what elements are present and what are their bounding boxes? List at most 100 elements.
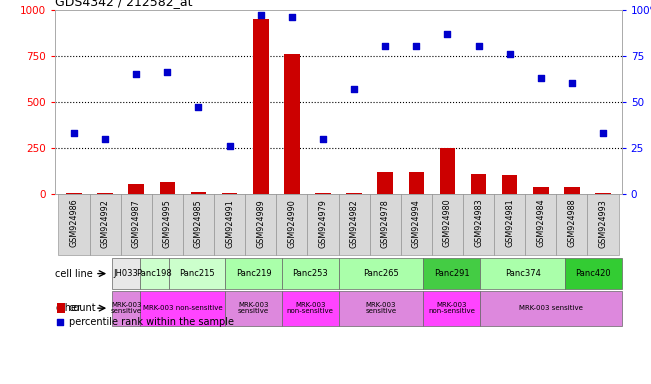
Point [286,14,297,20]
Text: Panc420: Panc420 [575,269,611,278]
Bar [315,193,331,194]
Text: Panc374: Panc374 [505,269,540,278]
Point [193,104,204,110]
Bar [423,291,480,326]
Text: other: other [55,303,81,313]
Text: GSM924987: GSM924987 [132,199,141,248]
Text: Panc215: Panc215 [179,269,215,278]
Bar [284,54,299,194]
Bar [339,194,370,255]
Bar [307,194,339,255]
Bar [225,258,282,289]
Bar [378,172,393,194]
Text: JH033: JH033 [114,269,139,278]
Point [411,43,422,50]
Text: GSM924978: GSM924978 [381,199,390,248]
Text: percentile rank within the sample: percentile rank within the sample [69,317,234,327]
Point [380,43,391,50]
Bar [98,193,113,194]
Point [131,71,141,77]
Text: MRK-003
non-sensitive: MRK-003 non-sensitive [286,302,334,314]
Bar [282,291,339,326]
Bar [409,172,424,194]
Bar [480,291,622,326]
Text: GSM924983: GSM924983 [474,199,483,247]
Text: MRK-003
sensitive: MRK-003 sensitive [238,302,269,314]
Bar [225,291,282,326]
Text: GSM924991: GSM924991 [225,199,234,248]
Point [505,51,515,57]
Bar [480,258,565,289]
Point [100,136,110,142]
Point [536,75,546,81]
Point [225,143,235,149]
Text: GSM924989: GSM924989 [256,199,265,248]
Bar [245,194,276,255]
Bar [66,193,82,194]
Text: MRK-003 sensitive: MRK-003 sensitive [519,305,583,311]
Point [162,69,173,75]
Bar [159,182,175,194]
Bar [423,258,480,289]
Text: GDS4342 / 212582_at: GDS4342 / 212582_at [55,0,193,8]
Text: Panc253: Panc253 [292,269,328,278]
Bar [339,291,423,326]
Bar [339,258,423,289]
Bar [59,194,90,255]
Text: Panc198: Panc198 [137,269,173,278]
Bar [346,193,362,194]
Bar [253,19,268,194]
Text: GSM924985: GSM924985 [194,199,203,248]
Bar [222,193,238,194]
Text: MRK-003
non-sensitive: MRK-003 non-sensitive [428,302,475,314]
Point [442,30,452,36]
Text: MRK-003 non-sensitive: MRK-003 non-sensitive [143,305,223,311]
Text: count: count [69,303,96,313]
Bar [557,194,587,255]
Text: GSM924984: GSM924984 [536,199,546,247]
Point [598,130,608,136]
Bar [120,194,152,255]
Text: Panc291: Panc291 [434,269,469,278]
Bar [214,194,245,255]
Bar [432,194,463,255]
Text: MRK-003
sensitive: MRK-003 sensitive [365,302,396,314]
Point [69,130,79,136]
Bar [282,258,339,289]
Text: GSM924990: GSM924990 [287,199,296,248]
Bar [169,258,225,289]
Bar [370,194,401,255]
Bar [587,194,618,255]
Text: GSM924986: GSM924986 [70,199,79,247]
Bar [128,184,144,194]
Text: GSM924992: GSM924992 [101,199,109,248]
Text: cell line: cell line [55,268,93,279]
Text: GSM924993: GSM924993 [598,199,607,248]
Bar [112,258,140,289]
Point [567,80,577,86]
Bar [401,194,432,255]
Bar [494,194,525,255]
Bar [90,194,120,255]
Bar [439,148,455,194]
Text: GSM924994: GSM924994 [412,199,421,248]
Bar [463,194,494,255]
Bar [112,291,140,326]
Bar [525,194,557,255]
Bar [471,174,486,194]
Bar [533,187,549,194]
Bar [565,258,622,289]
Bar [183,194,214,255]
Bar [140,258,169,289]
Bar [502,175,518,194]
Bar [595,193,611,194]
Text: GSM924980: GSM924980 [443,199,452,247]
Text: Panc265: Panc265 [363,269,399,278]
Text: GSM924988: GSM924988 [568,199,576,247]
Text: MRK-003
sensitive: MRK-003 sensitive [111,302,142,314]
Bar [57,303,65,313]
Text: GSM924982: GSM924982 [350,199,359,248]
Text: GSM924979: GSM924979 [318,199,327,248]
Bar [140,291,225,326]
Text: GSM924981: GSM924981 [505,199,514,247]
